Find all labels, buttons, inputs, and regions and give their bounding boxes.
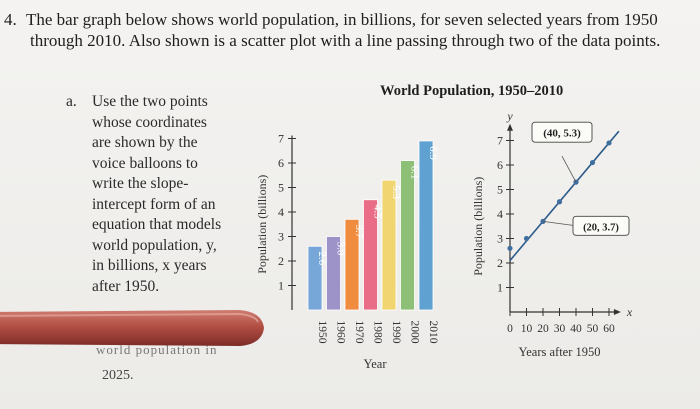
pencil-eraser-icon [0,310,264,346]
scatter-point [507,245,513,251]
scatter-y-tick-label: 3 [497,232,503,246]
bar-y-axis-label: Population (billions) [255,175,269,274]
scatter-y-tick-label: 5 [497,183,503,197]
fitted-line [509,130,620,262]
problem-statement-line-1: The bar graph below shows world populati… [26,10,658,29]
scatter-x-tick-label: 0 [507,323,513,335]
scatter-x-axis-label: Years after 1950 [518,345,600,359]
voice-balloon [531,121,593,143]
scatter-y-tick-label: 6 [497,158,503,172]
bar-y-tick-label: 1 [278,279,284,293]
scatter-x-tick-label: 30 [554,323,566,335]
bar-y-tick-label: 5 [278,181,284,195]
bar-x-tick-label: 1970 [353,321,365,344]
bar-x-tick-label: 2000 [409,321,421,344]
bar-1970 [344,218,360,311]
bar-x-tick-label: 2010 [427,321,439,344]
scatter-x-axis-name: x [626,305,633,319]
scatter-point [606,140,612,146]
scatter-x-tick-label: 10 [521,323,533,335]
part-a-line: are shown by the [92,134,198,151]
bar-x-tick-label: 1960 [335,321,347,344]
bar-chart: 1 2 3 4 5 6 7 Population (billions) Year 2.6 1950… [255,132,439,372]
x-arrow-icon [613,309,621,315]
part-a-line: write the slope- [92,175,189,192]
scatter-y-axis-name: y [506,109,513,123]
problem-number: 4. [4,10,17,29]
bar-2010 [418,140,434,311]
bar-value-label: 5.3 [390,185,402,199]
balloon-pointer [561,155,577,183]
part-a-label: a. [66,93,77,110]
bar-1980 [363,199,378,311]
bar-y-tick-label: 3 [278,230,284,244]
bar-value-label: 3.7 [353,224,365,238]
part-a-line: in billions, x years [92,257,207,274]
bar-2000 [400,160,415,311]
part-a-text: a. Use the two points whose coordinates … [66,92,222,297]
scatter-x-tick-label: 20 [537,323,549,335]
scatter-y-tick-label: 4 [497,207,503,221]
bar-y-tick-label: 4 [278,205,284,219]
bar-x-tick-label: 1990 [390,321,402,344]
bar-y-tick-label: 2 [278,254,284,268]
figure-title: World Population, 1950–2010 [380,83,564,99]
part-a-line: world population, y, [92,236,217,254]
problem-header: 4. The bar graph below shows world popul… [4,10,658,30]
obscured-text: world population in [96,342,218,357]
scatter-point [556,199,563,205]
scatter-y-tick-label: 1 [497,281,503,295]
part-a-line: whose coordinates [92,113,207,131]
bar-1950 [307,245,323,311]
bar-value-label: 3.0 [335,242,347,256]
bar-y-tick-label: 7 [278,132,284,146]
bar-value-label: 2.6 [316,251,328,265]
bar-1960 [326,236,341,311]
part-a-line: intercept form of an [92,195,216,213]
bar-x-tick-label: 1980 [372,321,384,344]
scatter-y-axis-label: Population (billions) [471,177,485,276]
voice-balloon-text: (40, 5.3) [543,128,581,140]
bar-value-label: 4.5 [372,205,384,219]
part-a-line: voice balloons to [92,154,198,172]
bar-x-tick-label: 1950 [316,321,328,344]
bar-y-tick-label: 6 [278,156,284,170]
part-a-tail: 2025. [102,368,134,383]
scatter-x-tick-label: 40 [570,323,582,335]
part-a-line: after 1950. [92,277,160,295]
scatter-plot: y x 1 2 3 4 5 6 7 0 10 20 30 40 50 60 Population (billio… [471,109,633,359]
voice-balloon-text: (20, 3.7) [583,222,619,233]
scatter-y-tick-label: 2 [497,256,503,270]
scatter-point [589,159,596,166]
scatter-point [523,235,530,242]
bar-x-axis-label: Year [363,357,387,371]
part-a-line: Use the two points [92,93,208,110]
bar-value-label: 6.9 [427,146,439,160]
scatter-y-tick-label: 7 [497,134,503,148]
bar-value-label: 6.1 [409,166,421,180]
scatter-x-tick-label: 60 [603,323,615,335]
problem-statement-line-2: through 2010. Also shown is a scatter pl… [30,31,661,50]
balloon-pointer [542,220,574,226]
scatter-x-tick-label: 50 [587,323,599,335]
voice-balloon [572,215,630,236]
y-arrow-icon [507,123,513,131]
bar-1990 [381,179,397,311]
part-a-line: equation that models [92,216,222,233]
